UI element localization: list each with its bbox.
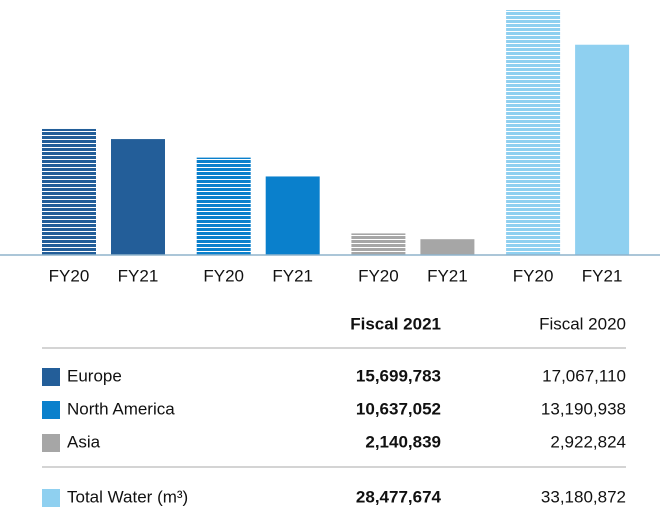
bar xyxy=(111,139,165,255)
x-tick-label: FY21 xyxy=(427,266,468,285)
legend-swatch xyxy=(42,434,60,452)
row-label: Europe xyxy=(67,366,122,385)
value-label: 13,190,938 xyxy=(541,399,626,418)
row-label: Total Water (m³) xyxy=(67,487,188,506)
x-tick-label: FY20 xyxy=(358,266,399,285)
bar xyxy=(265,176,320,255)
value-label: 15,699,783 xyxy=(356,366,441,385)
x-tick-label: FY21 xyxy=(272,266,313,285)
value-label: 33,180,872 xyxy=(541,487,626,506)
bar xyxy=(196,157,251,255)
legend-swatch xyxy=(42,401,60,419)
value-label: 17,067,110 xyxy=(542,366,626,385)
value-label: 2,140,839 xyxy=(365,432,441,451)
column-header: Fiscal 2020 xyxy=(539,314,626,333)
x-tick-label: FY20 xyxy=(203,266,244,285)
bar xyxy=(506,10,561,255)
bar xyxy=(42,128,96,255)
value-label: 10,637,052 xyxy=(356,399,441,418)
bar xyxy=(351,233,406,255)
value-label: 28,477,674 xyxy=(356,487,442,506)
bar xyxy=(420,239,475,255)
column-header: Fiscal 2021 xyxy=(350,314,441,333)
legend-swatch xyxy=(42,368,60,386)
value-label: 2,922,824 xyxy=(550,432,626,451)
x-tick-label: FY20 xyxy=(49,266,90,285)
x-tick-label: FY20 xyxy=(513,266,554,285)
x-tick-label: FY21 xyxy=(118,266,159,285)
row-label: North America xyxy=(67,399,175,418)
x-tick-label: FY21 xyxy=(582,266,623,285)
row-label: Asia xyxy=(67,432,101,451)
bar xyxy=(575,44,630,255)
legend-swatch xyxy=(42,489,60,507)
